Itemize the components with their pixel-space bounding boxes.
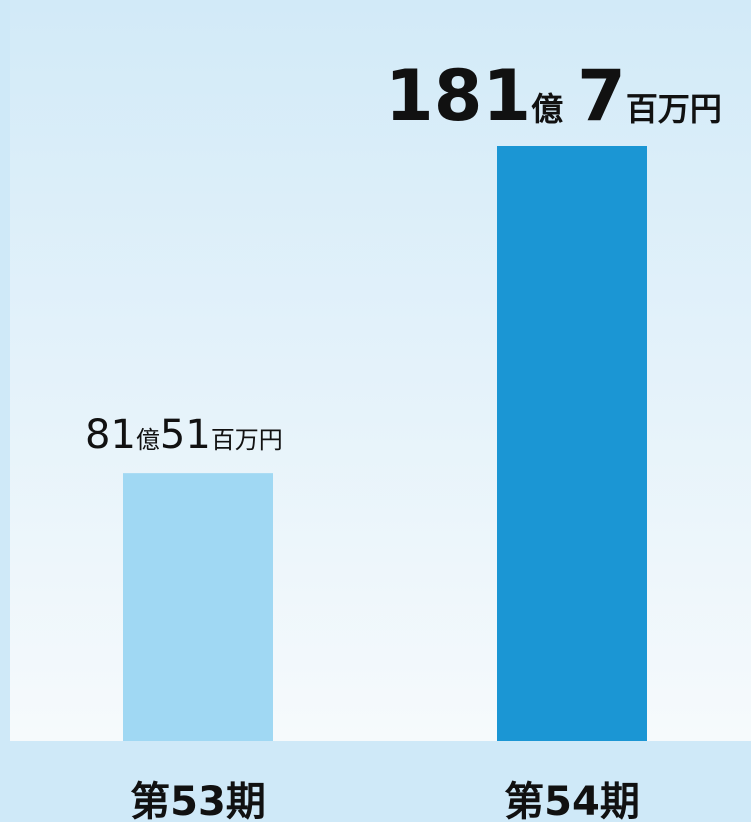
bar (497, 146, 647, 741)
bar (123, 473, 273, 741)
x-tick-label: 第54期 (504, 779, 640, 822)
x-tick-label: 第53期 (130, 779, 266, 822)
value-label: 81億51百万円 (85, 412, 283, 458)
value-label: 181億 7百万円 (385, 55, 722, 137)
